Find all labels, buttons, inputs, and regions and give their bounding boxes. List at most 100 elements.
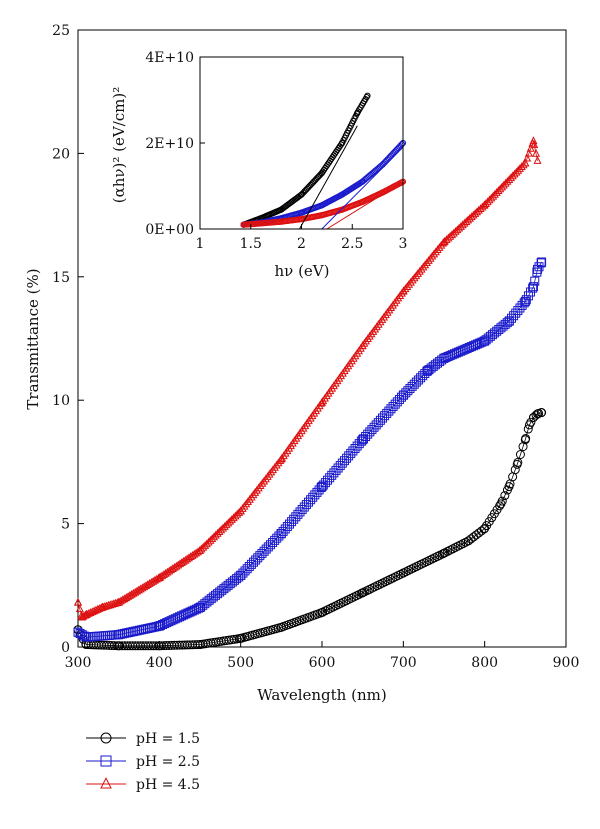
data-point (505, 175, 514, 183)
data-point (515, 164, 524, 172)
data-point (528, 283, 538, 293)
data-point (252, 485, 261, 494)
main-series-line (77, 412, 542, 647)
data-point (530, 276, 540, 286)
data-point (510, 169, 519, 178)
data-point (524, 420, 534, 430)
data-point (247, 492, 256, 501)
data-point (155, 573, 164, 581)
data-point (422, 258, 431, 267)
data-point (195, 603, 205, 613)
data-point (487, 193, 496, 202)
data-point (500, 491, 510, 501)
data-point (532, 148, 541, 157)
data-point (498, 182, 507, 191)
data-point (358, 341, 367, 349)
data-point (480, 200, 489, 209)
data-point (398, 390, 408, 400)
data-point (492, 188, 501, 196)
inset-data-point (298, 209, 305, 216)
data-point (417, 264, 426, 273)
inset-data-point (364, 92, 371, 99)
data-point (423, 366, 433, 376)
data-point (82, 610, 91, 618)
data-point (533, 409, 543, 419)
data-point (410, 273, 419, 282)
data-point (369, 327, 378, 335)
data-point (485, 195, 494, 204)
data-point (431, 247, 440, 256)
data-point (374, 319, 383, 328)
data-point (396, 291, 405, 300)
data-point (406, 277, 415, 286)
main-x-tick-label: 800 (471, 655, 498, 671)
data-point (263, 472, 272, 480)
main-series-group (73, 136, 547, 651)
data-point (421, 260, 430, 269)
main-x-tick-label: 900 (553, 655, 580, 671)
data-point (195, 640, 205, 650)
data-point (79, 611, 88, 620)
data-point (317, 482, 327, 492)
inset-y-tick-label: 4E+10 (145, 50, 194, 66)
data-point (267, 467, 276, 476)
data-point (256, 481, 265, 490)
inset-data-point (359, 178, 366, 185)
inset-data-point (339, 206, 346, 213)
inset-data-point (339, 191, 346, 198)
data-point (415, 266, 424, 275)
main-x-ticks: 300 400 500 600 700 800 900 (65, 641, 580, 671)
data-point (387, 303, 396, 311)
legend-marker (100, 777, 112, 789)
data-point (476, 526, 486, 536)
inset-y-tick-label: 0E+00 (145, 222, 194, 238)
data-point (504, 482, 514, 492)
inset-fit-line (326, 181, 404, 230)
data-point (439, 353, 449, 363)
data-point (517, 162, 526, 171)
data-point (276, 528, 286, 538)
data-point (376, 317, 385, 326)
data-point (408, 275, 417, 284)
inset-x-ticks: 1 1.5 2 2.5 3 (196, 224, 407, 252)
inset-data-point (278, 218, 285, 225)
data-point (383, 307, 392, 316)
data-point (192, 548, 201, 557)
data-point (403, 282, 412, 290)
data-point (98, 602, 107, 611)
data-point (362, 336, 371, 345)
inset-data-point (359, 198, 366, 206)
data-point (405, 279, 414, 288)
data-point (537, 408, 547, 418)
data-point (363, 334, 372, 343)
data-point (371, 324, 380, 333)
inset-data-point (339, 139, 346, 147)
inset-x-tick-label: 1.5 (240, 236, 262, 252)
inset-data-point (298, 216, 305, 223)
inset-series (240, 139, 407, 228)
data-point (426, 253, 435, 262)
inset-data-point (257, 220, 264, 227)
main-y-tick-label: 5 (61, 517, 70, 533)
inset-y-axis-label: (αhν)² (eV/cm)² (110, 87, 128, 204)
data-point (365, 331, 374, 340)
legend-label: pH = 4.5 (136, 777, 200, 793)
data-point (512, 167, 521, 176)
data-point (265, 469, 274, 478)
data-point (428, 251, 437, 260)
data-point (236, 506, 245, 515)
inset-x-tick-label: 2 (297, 236, 306, 252)
main-y-tick-label: 20 (52, 146, 70, 162)
data-point (439, 548, 449, 558)
inset-y-ticks: 0E+00 2E+10 4E+10 (145, 50, 205, 238)
data-point (532, 267, 542, 277)
data-point (424, 256, 433, 264)
inset-x-tick-label: 2.5 (341, 236, 363, 252)
data-point (81, 632, 91, 642)
data-point (251, 488, 260, 496)
data-point (367, 329, 376, 338)
data-point (537, 257, 547, 267)
inset-x-axis-label: hν (eV) (275, 262, 330, 280)
legend: pH = 1.5 pH = 2.5 pH = 4.5 (86, 731, 200, 793)
